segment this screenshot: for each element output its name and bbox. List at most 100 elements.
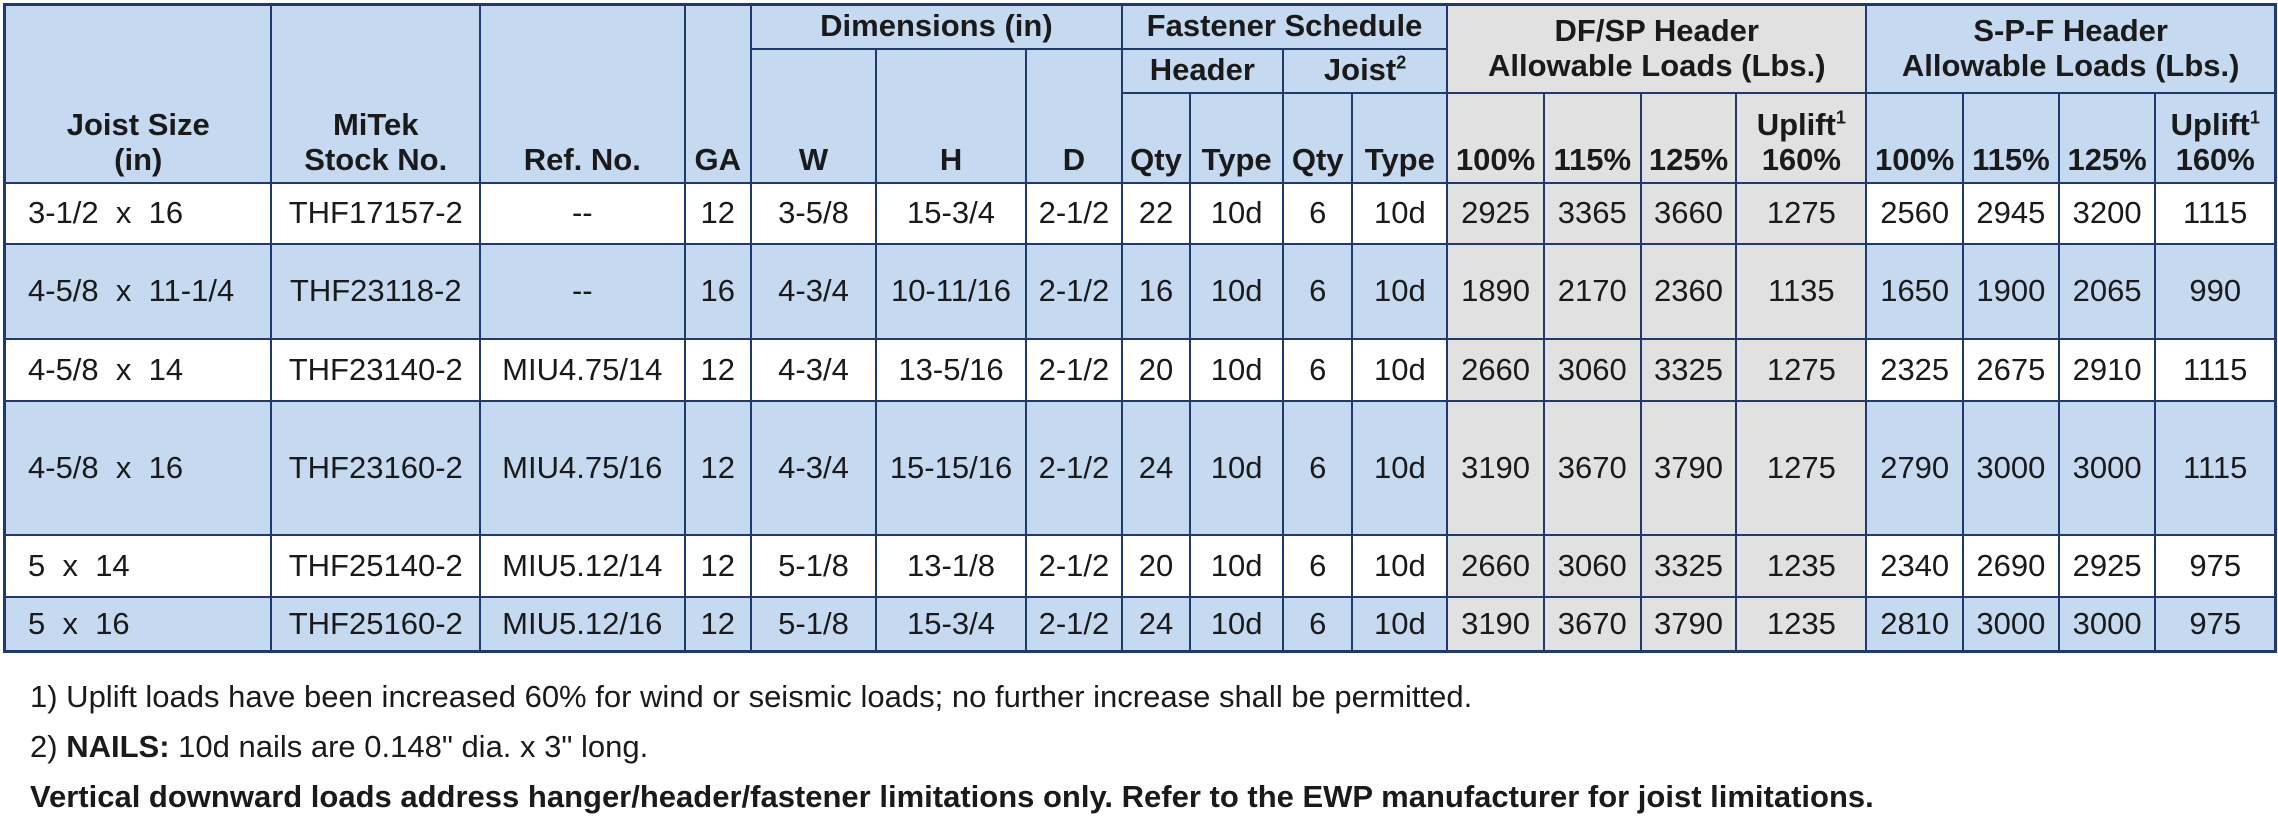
table-cell: 10d — [1351, 533, 1449, 598]
table-cell: 2-1/2 — [1025, 181, 1123, 245]
table-cell: MIU5.12/16 — [479, 595, 686, 653]
table-cell: 4-5/8 x 16 — [3, 399, 273, 536]
table-cell: 10d — [1351, 399, 1449, 536]
table-cell: 15-15/16 — [874, 399, 1028, 536]
table-cell: 6 — [1281, 337, 1354, 402]
table-cell: THF23160-2 — [270, 399, 482, 536]
header-d: D — [1025, 47, 1123, 184]
table-cell: MIU4.75/16 — [479, 399, 686, 536]
table-cell: 2810 — [1865, 595, 1965, 653]
table-cell: 3060 — [1542, 337, 1642, 402]
table-cell: 2560 — [1865, 181, 1965, 245]
table-cell: 12 — [683, 181, 753, 245]
table-cell: THF23140-2 — [270, 337, 482, 402]
table-cell: 1275 — [1735, 399, 1868, 536]
table-cell: 12 — [683, 533, 753, 598]
table-cell: 4-5/8 x 14 — [3, 337, 273, 402]
table-cell: 10d — [1189, 399, 1284, 536]
table-cell: 1900 — [1962, 242, 2060, 340]
table-cell: 1135 — [1735, 242, 1868, 340]
table-row: 4-5/8 x 16 THF23160-2 MIU4.75/16 12 4-3/4 15-… — [3, 399, 2277, 536]
table-row: 5 x 14 THF25140-2 MIU5.12/14 12 5-1/8 13-1/8 2… — [3, 533, 2277, 598]
table-cell: 2360 — [1639, 242, 1738, 340]
header-dfsp-loads: DF/SP Header Allowable Loads (Lbs.) — [1446, 3, 1868, 94]
table-cell: 2675 — [1962, 337, 2060, 402]
table-cell: THF17157-2 — [270, 181, 482, 245]
table-cell: 24 — [1120, 399, 1192, 536]
table-cell: 3670 — [1542, 399, 1642, 536]
table-cell: 3000 — [2057, 399, 2157, 536]
header-ga: GA — [683, 3, 753, 184]
table-cell: 2-1/2 — [1025, 595, 1123, 653]
table-cell: 6 — [1281, 399, 1354, 536]
table-cell: 1235 — [1735, 595, 1868, 653]
table-cell: 3000 — [2057, 595, 2157, 653]
header-spf-125: 125% — [2057, 91, 2157, 184]
table-cell: 3190 — [1446, 595, 1545, 653]
header-spf-loads: S-P-F Header Allowable Loads (Lbs.) — [1865, 3, 2277, 94]
table-cell: 3325 — [1639, 337, 1738, 402]
table-cell: 3660 — [1639, 181, 1738, 245]
table-row: 4-5/8 x 11-1/4 THF23118-2 -- 16 4-3/4 10-11/1… — [3, 242, 2277, 340]
table-cell: 2945 — [1962, 181, 2060, 245]
table-cell: 13-1/8 — [874, 533, 1028, 598]
table-cell: 12 — [683, 595, 753, 653]
table-cell: 4-5/8 x 11-1/4 — [3, 242, 273, 340]
table-cell: 2925 — [1446, 181, 1545, 245]
table-cell: 2-1/2 — [1025, 399, 1123, 536]
table-cell: 3000 — [1962, 399, 2060, 536]
table-cell: 12 — [683, 337, 753, 402]
table-cell: -- — [479, 181, 686, 245]
header-dimensions: Dimensions (in) — [750, 3, 1123, 50]
table-cell: 15-3/4 — [874, 181, 1028, 245]
table-cell: 6 — [1281, 595, 1354, 653]
table-cell: 3790 — [1639, 595, 1738, 653]
table-cell: 1235 — [1735, 533, 1868, 598]
header-joist-qty: Qty — [1281, 91, 1354, 184]
table-cell: 2325 — [1865, 337, 1965, 402]
header-joist-type: Type — [1351, 91, 1449, 184]
table-cell: 2-1/2 — [1025, 533, 1123, 598]
table-cell: 1115 — [2154, 181, 2277, 245]
table-cell: 2660 — [1446, 337, 1545, 402]
table-cell: 10d — [1351, 595, 1449, 653]
table-cell: 3-1/2 x 16 — [3, 181, 273, 245]
table-row: 5 x 16 THF25160-2 MIU5.12/16 12 5-1/8 15-3/4 2… — [3, 595, 2277, 653]
header-dfsp-115: 115% — [1542, 91, 1642, 184]
header-spf-115: 115% — [1962, 91, 2060, 184]
table-cell: 4-3/4 — [750, 399, 877, 536]
table-cell: 13-5/16 — [874, 337, 1028, 402]
table-cell: 10d — [1189, 533, 1284, 598]
header-fastener-header: Header — [1120, 47, 1284, 94]
table-cell: 1275 — [1735, 337, 1868, 402]
table-cell: THF25160-2 — [270, 595, 482, 653]
table-cell: 10-11/16 — [874, 242, 1028, 340]
table-cell: 2925 — [2057, 533, 2157, 598]
table-cell: 6 — [1281, 181, 1354, 245]
table-cell: 975 — [2154, 595, 2277, 653]
table-cell: 6 — [1281, 242, 1354, 340]
table-cell: 2660 — [1446, 533, 1545, 598]
table-cell: 5-1/8 — [750, 595, 877, 653]
table-cell: 10d — [1189, 242, 1284, 340]
table-cell: 10d — [1351, 181, 1449, 245]
footnote-2: 2) NAILS: 10d nails are 0.148" dia. x 3"… — [30, 729, 649, 764]
table-cell: MIU5.12/14 — [479, 533, 686, 598]
table-cell: 2-1/2 — [1025, 337, 1123, 402]
table-cell: 16 — [683, 242, 753, 340]
table-cell: 3190 — [1446, 399, 1545, 536]
table-cell: THF25140-2 — [270, 533, 482, 598]
table-cell: 10d — [1351, 337, 1449, 402]
table-cell: 5 x 16 — [3, 595, 273, 653]
table-cell: 4-3/4 — [750, 242, 877, 340]
table-cell: 16 — [1120, 242, 1192, 340]
header-h: H — [874, 47, 1028, 184]
table-cell: 3325 — [1639, 533, 1738, 598]
table-cell: 22 — [1120, 181, 1192, 245]
table-cell: 20 — [1120, 533, 1192, 598]
header-header-qty: Qty — [1120, 91, 1192, 184]
table-cell: 975 — [2154, 533, 2277, 598]
table-cell: 20 — [1120, 337, 1192, 402]
footnotes: 1) Uplift loads have been increased 60% … — [30, 672, 1874, 822]
table-cell: 10d — [1189, 337, 1284, 402]
